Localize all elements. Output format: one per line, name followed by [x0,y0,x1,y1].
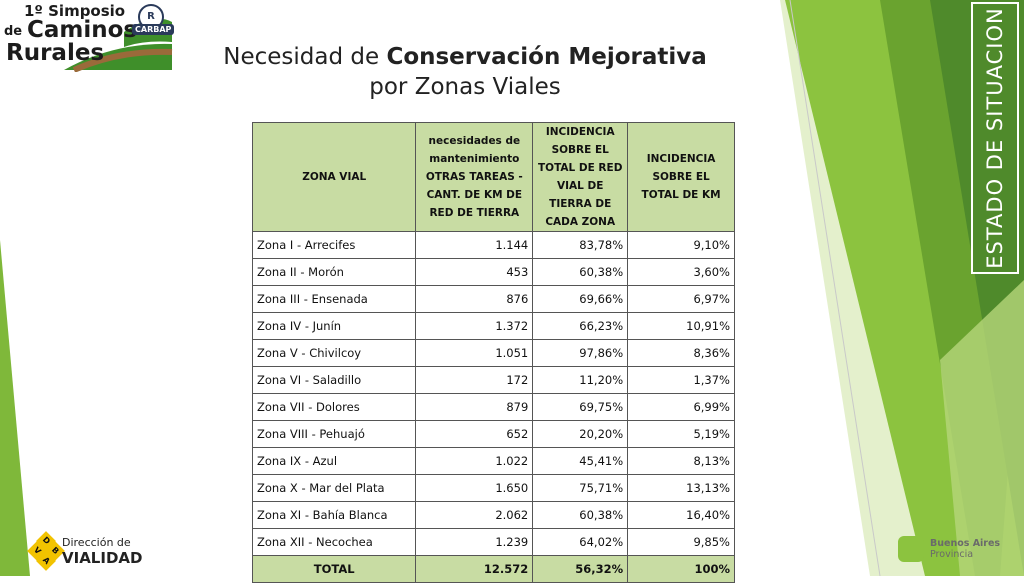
incidencia-zona-cell: 83,78% [532,231,629,259]
zone-name-cell: Zona X - Mar del Plata [251,474,417,502]
total-incidencia-zona-cell: 56,32% [532,555,629,583]
zone-name-cell: Zona IX - Azul [251,447,417,475]
incidencia-zona-cell: 64,02% [532,528,629,556]
vialidad-logo: D V B A Dirección de VIALIDAD [27,531,160,571]
zones-table: ZONA VIAL necesidades de mantenimiento O… [251,122,735,583]
incidencia-zona-cell: 20,20% [532,420,629,448]
incidencia-total-cell: 6,97% [627,285,735,313]
km-cell: 172 [415,366,534,394]
right-light-wedge [940,280,1024,576]
vialidad-line2: VIALIDAD [62,549,143,567]
table-row: Zona II - Morón 453 60,38% 3,60% [251,258,735,286]
incidencia-zona-cell: 69,75% [532,393,629,421]
table-row: Zona VII - Dolores 879 69,75% 6,99% [251,393,735,421]
simposio-logo: 1º Simposio de Caminos Rurales R CARBAP [4,2,175,72]
table-row: Zona XI - Bahía Blanca 2.062 60,38% 16,40% [251,501,735,529]
buenos-aires-icon [898,536,924,562]
zone-name-cell: Zona VIII - Pehuajó [251,420,417,448]
km-cell: 453 [415,258,534,286]
left-green-triangle [0,240,30,576]
logo-line2b: Caminos [27,17,138,43]
incidencia-total-cell: 1,37% [627,366,735,394]
table-row: Zona V - Chivilcoy 1.051 97,86% 8,36% [251,339,735,367]
title-line2: por Zonas Viales [369,74,561,100]
km-cell: 1.144 [415,231,534,259]
table-body: Zona I - Arrecifes 1.144 83,78% 9,10% Zona I… [251,231,735,583]
table-row: Zona I - Arrecifes 1.144 83,78% 9,10% [251,231,735,259]
title-line1: Necesidad de Conservación Mejorativa [200,42,730,72]
status-side-label: ESTADO DE SITUACION [983,7,1007,269]
page-title: Necesidad de Conservación Mejorativa por… [200,42,730,102]
zone-name-cell: Zona VII - Dolores [251,393,417,421]
logo-line1: 1º Simposio [24,2,126,20]
km-cell: 652 [415,420,534,448]
logo-line3: Rurales [6,40,105,66]
km-cell: 1.051 [415,339,534,367]
decor-line [789,0,881,576]
incidencia-zona-cell: 66,23% [532,312,629,340]
km-cell: 1.239 [415,528,534,556]
logo-line2a: de [4,24,23,39]
total-km-cell: 12.572 [415,555,534,583]
km-cell: 2.062 [415,501,534,529]
incidencia-zona-cell: 11,20% [532,366,629,394]
km-cell: 876 [415,285,534,313]
incidencia-total-cell: 10,91% [627,312,735,340]
header-incidencia-total: INCIDENCIA SOBRE EL TOTAL DE KM [627,122,735,232]
zone-name-cell: Zona II - Morón [251,258,417,286]
zone-name-cell: Zona IV - Junín [251,312,417,340]
zone-name-cell: Zona I - Arrecifes [251,231,417,259]
incidencia-total-cell: 9,10% [627,231,735,259]
header-cant-km: necesidades de mantenimiento OTRAS TAREA… [415,122,534,232]
title-prefix: Necesidad de [223,44,387,70]
table-row: Zona IX - Azul 1.022 45,41% 8,13% [251,447,735,475]
km-cell: 1.022 [415,447,534,475]
table-row: Zona III - Ensenada 876 69,66% 6,97% [251,285,735,313]
incidencia-zona-cell: 45,41% [532,447,629,475]
table-total-row: TOTAL 12.572 56,32% 100% [251,555,735,583]
title-bold: Conservación Mejorativa [386,44,707,70]
table-row: Zona X - Mar del Plata 1.650 75,71% 13,13% [251,474,735,502]
incidencia-zona-cell: 97,86% [532,339,629,367]
incidencia-total-cell: 8,13% [627,447,735,475]
zone-name-cell: Zona XI - Bahía Blanca [251,501,417,529]
table-row: Zona VIII - Pehuajó 652 20,20% 5,19% [251,420,735,448]
incidencia-zona-cell: 60,38% [532,501,629,529]
status-side-banner: ESTADO DE SITUACION [971,2,1019,274]
incidencia-zona-cell: 69,66% [532,285,629,313]
header-zona-vial: ZONA VIAL [251,122,417,232]
table-header-row: ZONA VIAL necesidades de mantenimiento O… [251,122,735,232]
incidencia-total-cell: 16,40% [627,501,735,529]
total-incidencia-total-cell: 100% [627,555,735,583]
incidencia-total-cell: 9,85% [627,528,735,556]
vialidad-line1: Dirección de [62,536,131,549]
incidencia-total-cell: 6,99% [627,393,735,421]
incidencia-zona-cell: 75,71% [532,474,629,502]
incidencia-total-cell: 13,13% [627,474,735,502]
buenos-aires-logo: Buenos Aires Provincia [898,536,1008,566]
km-cell: 1.372 [415,312,534,340]
km-cell: 1.650 [415,474,534,502]
zone-name-cell: Zona VI - Saladillo [251,366,417,394]
incidencia-total-cell: 5,19% [627,420,735,448]
table-row: Zona VI - Saladillo 172 11,20% 1,37% [251,366,735,394]
buenos-aires-line1: Buenos Aires [930,538,1001,549]
table-row: Zona XII - Necochea 1.239 64,02% 9,85% [251,528,735,556]
carbap-label: CARBAP [132,24,175,35]
zone-name-cell: Zona III - Ensenada [251,285,417,313]
incidencia-zona-cell: 60,38% [532,258,629,286]
buenos-aires-line2: Provincia [930,549,974,560]
km-cell: 879 [415,393,534,421]
zone-name-cell: Zona XII - Necochea [251,528,417,556]
incidencia-total-cell: 8,36% [627,339,735,367]
incidencia-total-cell: 3,60% [627,258,735,286]
table-row: Zona IV - Junín 1.372 66,23% 10,91% [251,312,735,340]
zone-name-cell: Zona V - Chivilcoy [251,339,417,367]
header-incidencia-zona: INCIDENCIA SOBRE EL TOTAL DE RED VIAL DE… [532,122,629,232]
total-zone-name-cell: TOTAL [251,555,417,583]
